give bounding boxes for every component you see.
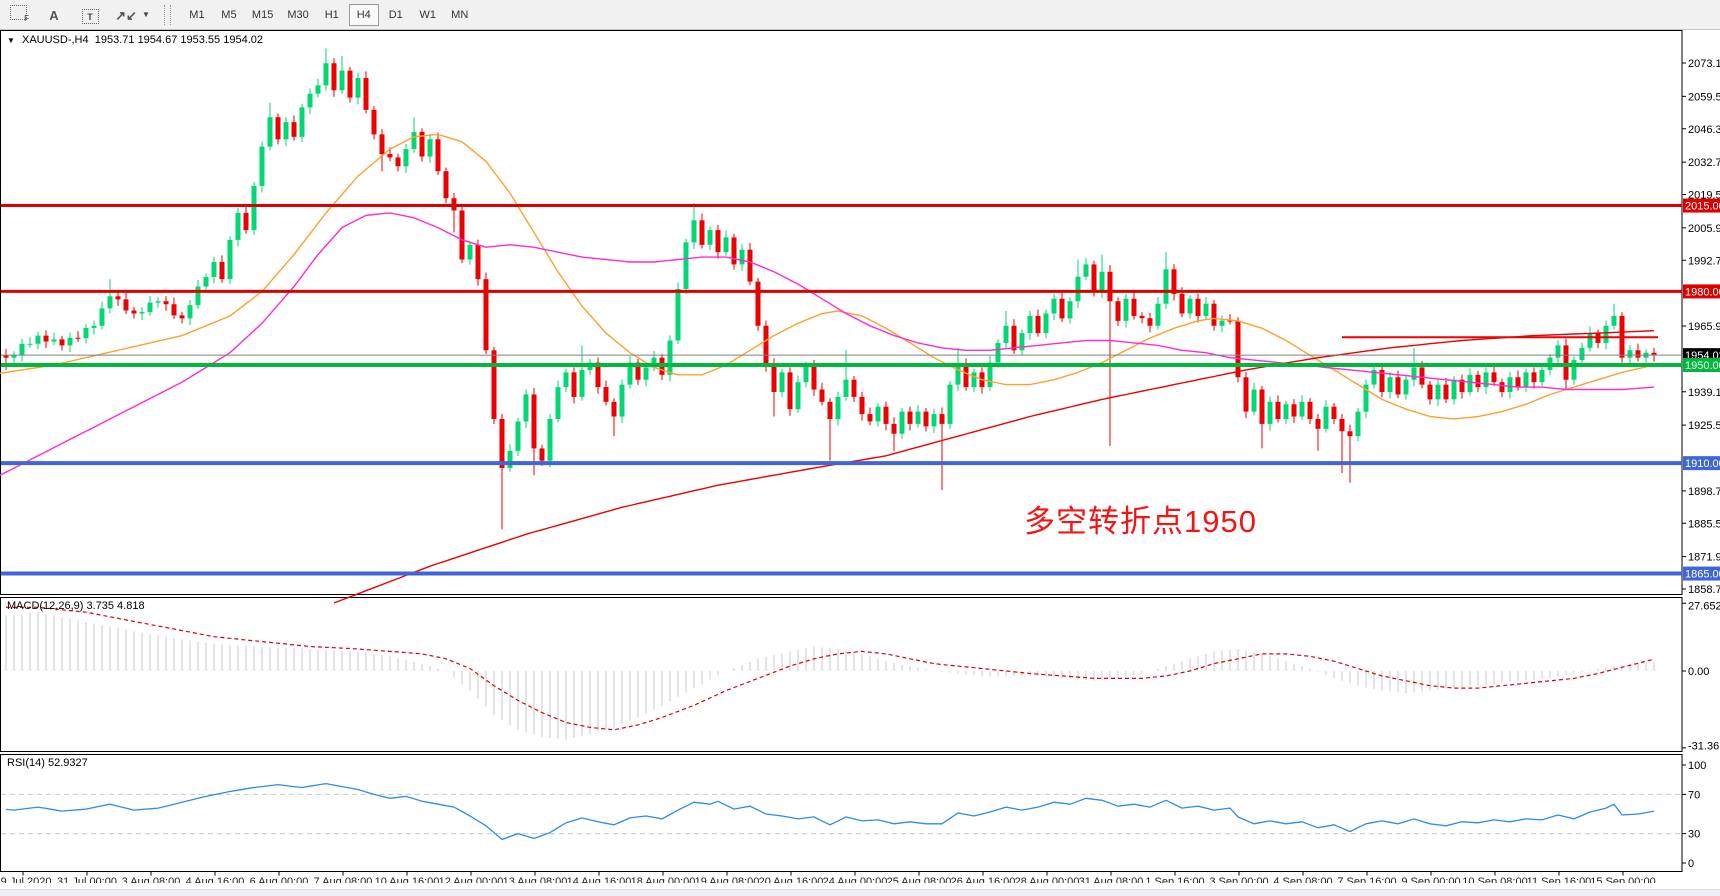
svg-text:2046.30: 2046.30	[1688, 124, 1720, 136]
svg-text:10 Sep 08:00: 10 Sep 08:00	[1462, 876, 1527, 883]
timeframe-button-h4[interactable]: H4	[348, 3, 379, 26]
svg-text:26 Aug 16:00: 26 Aug 16:00	[951, 876, 1016, 883]
panel-frames	[0, 30, 1683, 872]
horizontal-level-lines	[1, 204, 1682, 576]
timeframe-button-m30[interactable]: M30	[281, 4, 314, 26]
svg-text:1858.70: 1858.70	[1688, 584, 1720, 596]
svg-text:1885.50: 1885.50	[1688, 518, 1720, 530]
ma-line-fast-ma-orange	[0, 133, 1655, 420]
svg-text:1980.00: 1980.00	[1685, 286, 1720, 298]
svg-text:1898.70: 1898.70	[1688, 486, 1720, 498]
svg-text:31 Aug 08:00: 31 Aug 08:00	[1079, 876, 1144, 883]
toolbar-grip-handle[interactable]	[163, 4, 171, 25]
svg-text:27.652: 27.652	[1688, 601, 1720, 613]
chevron-down-icon[interactable]: ▼	[142, 10, 150, 19]
timeframe-button-m5[interactable]: M5	[214, 4, 244, 26]
svg-text:1939.10: 1939.10	[1688, 387, 1720, 399]
svg-text:31 Jul 00:00: 31 Jul 00:00	[57, 876, 117, 883]
arrows-tool-icon[interactable]: ↗↙	[115, 7, 137, 23]
timeframe-button-m1[interactable]: M1	[182, 4, 212, 26]
timeframe-button-group: M1 M5 M15 M30 H1 H4 D1 W1 MN	[181, 3, 476, 26]
svg-text:10 Aug 16:00: 10 Aug 16:00	[375, 876, 440, 883]
svg-text:4 Sep 08:00: 4 Sep 08:00	[1273, 876, 1332, 883]
timeframe-button-w1[interactable]: W1	[413, 4, 443, 26]
svg-text:2019.50: 2019.50	[1688, 190, 1720, 202]
svg-text:1950.00: 1950.00	[1685, 360, 1720, 372]
svg-text:11 Sep 16:00: 11 Sep 16:00	[1527, 876, 1592, 883]
svg-text:13 Aug 08:00: 13 Aug 08:00	[503, 876, 568, 883]
svg-text:-31.361: -31.361	[1688, 741, 1720, 753]
timeframe-button-m15[interactable]: M15	[246, 4, 279, 26]
svg-text:29 Jul 2020: 29 Jul 2020	[0, 876, 51, 883]
window-bottom-strip	[0, 889, 1720, 896]
text-label-tool-icon[interactable]: T	[77, 6, 103, 28]
svg-text:2005.90: 2005.90	[1688, 223, 1720, 235]
svg-text:3 Sep 00:00: 3 Sep 00:00	[1209, 876, 1268, 883]
svg-text:14 Aug 16:00: 14 Aug 16:00	[567, 876, 632, 883]
ma-line-displaced-ma-magenta	[0, 212, 1655, 476]
time-axis: 29 Jul 2020 31 Jul 00:00 3 Aug 08:00 4 Aug …	[0, 871, 1656, 883]
bar-high-value: 1954.67	[137, 34, 178, 46]
svg-text:100: 100	[1688, 760, 1706, 772]
svg-text:1865.00: 1865.00	[1685, 569, 1720, 581]
svg-text:7 Sep 16:00: 7 Sep 16:00	[1337, 876, 1396, 883]
svg-text:1910.00: 1910.00	[1685, 458, 1720, 470]
rsi-indicator-label: RSI(14) 52.9327	[7, 757, 88, 769]
drawing-tools-group: F A T ↗↙	[0, 1, 144, 28]
svg-text:28 Aug 00:00: 28 Aug 00:00	[1015, 876, 1080, 883]
symbol-dropdown-triangle-icon[interactable]: ▼	[7, 36, 15, 45]
svg-text:4 Aug 16:00: 4 Aug 16:00	[186, 876, 245, 883]
ma-line-slow-ma-red	[333, 330, 1655, 604]
fibonacci-tool-icon[interactable]: F	[5, 1, 31, 23]
svg-text:2059.50: 2059.50	[1688, 91, 1720, 103]
svg-text:2073.10: 2073.10	[1688, 58, 1720, 70]
svg-text:3 Aug 08:00: 3 Aug 08:00	[122, 876, 181, 883]
toolbar: F A T ↗↙ ▼ M1 M5 M15 M30 H1 H4 D1 W1 MN	[0, 0, 1720, 30]
svg-text:7 Aug 08:00: 7 Aug 08:00	[314, 876, 373, 883]
bar-close-value: 1954.02	[223, 34, 263, 46]
svg-text:1965.90: 1965.90	[1688, 321, 1720, 333]
bar-open-value: 1953.71	[94, 34, 135, 46]
svg-text:2015.00: 2015.00	[1685, 201, 1720, 213]
rsi-panel: 100 70 30 0	[1, 760, 1706, 870]
svg-text:2032.70: 2032.70	[1688, 157, 1720, 169]
macd-indicator-label: MACD(12,26,9) 3.735 4.818	[7, 600, 145, 612]
svg-text:0.00: 0.00	[1688, 666, 1709, 678]
svg-text:9 Sep 00:00: 9 Sep 00:00	[1401, 876, 1460, 883]
text-tool-icon[interactable]: A	[49, 7, 59, 23]
macd-panel: 27.652 0.00 -31.361	[5, 601, 1720, 753]
svg-text:25 Aug 08:00: 25 Aug 08:00	[887, 876, 952, 883]
svg-text:24 Aug 00:00: 24 Aug 00:00	[823, 876, 888, 883]
svg-text:1925.50: 1925.50	[1688, 420, 1720, 432]
chart-symbol-title: ▼ XAUUSD-,H4 1953.71 1954.67 1953.55 195…	[7, 34, 263, 46]
symbol-period-label: XAUUSD-,H4	[21, 34, 89, 46]
svg-text:6 Aug 00:00: 6 Aug 00:00	[250, 876, 309, 883]
svg-text:1992.70: 1992.70	[1688, 255, 1720, 267]
svg-text:0: 0	[1688, 858, 1694, 870]
timeframe-button-d1[interactable]: D1	[381, 4, 411, 26]
svg-text:15 Sep 00:00: 15 Sep 00:00	[1590, 876, 1655, 883]
price-axis: 2073.10 2059.50 2046.30 2032.70 2019.50 2005.…	[1682, 58, 1720, 596]
svg-text:1 Sep 16:00: 1 Sep 16:00	[1145, 876, 1204, 883]
svg-text:12 Aug 00:00: 12 Aug 00:00	[439, 876, 504, 883]
timeframe-button-h1[interactable]: H1	[317, 4, 347, 26]
svg-text:19 Aug 08:00: 19 Aug 08:00	[695, 876, 760, 883]
chart-canvas[interactable]: 2073.10 2059.50 2046.30 2032.70 2019.50 2005.…	[0, 30, 1720, 883]
svg-text:70: 70	[1688, 789, 1700, 801]
bar-low-value: 1953.55	[180, 34, 221, 46]
chart-annotation-text: 多空转折点1950	[1024, 504, 1257, 539]
timeframe-button-mn[interactable]: MN	[445, 4, 475, 26]
svg-text:20 Aug 16:00: 20 Aug 16:00	[759, 876, 824, 883]
svg-text:18 Aug 00:00: 18 Aug 00:00	[631, 876, 696, 883]
svg-text:1871.90: 1871.90	[1688, 552, 1720, 564]
svg-text:30: 30	[1688, 829, 1700, 841]
